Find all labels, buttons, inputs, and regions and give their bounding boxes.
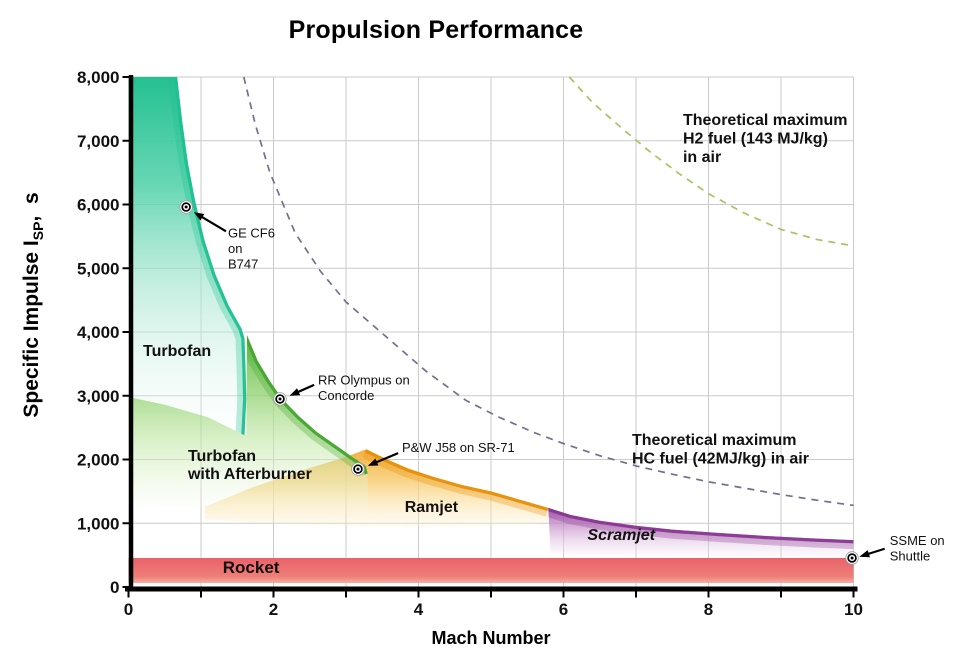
ssme-arrowhead: [859, 550, 870, 558]
region-label-rocket: Rocket: [223, 558, 280, 577]
curve-hc-max: [242, 76, 854, 507]
region-turbofan-afterburner: [128, 335, 368, 514]
rr-olympus-marker-dot: [278, 397, 282, 401]
y-tick-label: 6,000: [77, 196, 120, 215]
annotations-layer: Ramjet Turbofan with Afterburner Turbofan Sc…: [143, 112, 945, 577]
point-label-rr-olympus: RR Olympus on Concorde: [318, 372, 410, 403]
ssme-marker-dot: [850, 556, 854, 560]
region-label-turbofan-afterburner: Turbofan with Afterburner: [187, 448, 312, 483]
pw-j58-arrow: [373, 452, 399, 465]
x-tick-label: 6: [559, 600, 568, 619]
region-label-scramjet: Scramjet: [587, 527, 655, 544]
chart-title: Propulsion Performance: [288, 16, 584, 44]
x-axis-title: Mach Number: [431, 628, 551, 648]
x-tick-label: 8: [704, 600, 713, 619]
region-label-turbofan: Turbofan: [143, 343, 211, 360]
y-tick-label: 5,000: [77, 259, 120, 278]
curves-layer: [242, 76, 854, 507]
data-point-ssme: [845, 551, 859, 565]
ssme-arrow: [865, 547, 886, 556]
y-tick-label: 4,000: [77, 323, 120, 342]
curve-h2-max: [568, 76, 854, 247]
x-tick-label: 0: [124, 600, 133, 619]
curve-label-h2-max: Theoretical maximum H2 fuel (143 MJ/kg) in…: [683, 112, 848, 166]
y-tick-label: 1,000: [77, 514, 120, 533]
rr-olympus-arrowhead: [289, 388, 301, 396]
region-rocket: [128, 558, 854, 583]
x-tick-label: 4: [414, 600, 424, 619]
y-tick-label: 3,000: [77, 387, 120, 406]
rr-olympus-arrow: [295, 383, 315, 394]
x-tick-label: 10: [844, 600, 863, 619]
axes-layer: 0 1,000 2,000 3,000 4,000 5,000 6,000 7,000 8,00…: [77, 68, 863, 619]
ge-cf6-arrowhead: [193, 212, 205, 221]
ge-cf6-marker-dot: [184, 205, 188, 209]
point-label-pw-j58: P&W J58 on SR-71: [402, 440, 515, 455]
region-turbofan: [128, 77, 247, 436]
point-label-ge-cf6: GE CF6 on B747: [228, 226, 275, 272]
pw-j58-marker-dot: [356, 467, 360, 471]
y-tick-label: 8,000: [77, 68, 120, 87]
ge-cf6-arrow: [199, 214, 227, 233]
pw-j58-arrowhead: [367, 458, 379, 466]
point-label-ssme: SSME on Shuttle: [890, 533, 945, 564]
y-tick-label: 7,000: [77, 132, 120, 151]
data-point-rr-olympus: [273, 392, 287, 406]
region-label-ramjet: Ramjet: [405, 499, 459, 516]
curve-label-hc-max: Theoretical maximum HC fuel (42MJ/kg) in …: [632, 432, 809, 468]
region-scramjet-edge: [548, 507, 854, 544]
x-tick-label: 2: [269, 600, 278, 619]
data-point-pw-j58: [351, 462, 365, 476]
data-point-ge-cf6: [179, 200, 193, 214]
y-tick-label: 0: [110, 578, 119, 597]
y-tick-label: 2,000: [77, 451, 120, 470]
